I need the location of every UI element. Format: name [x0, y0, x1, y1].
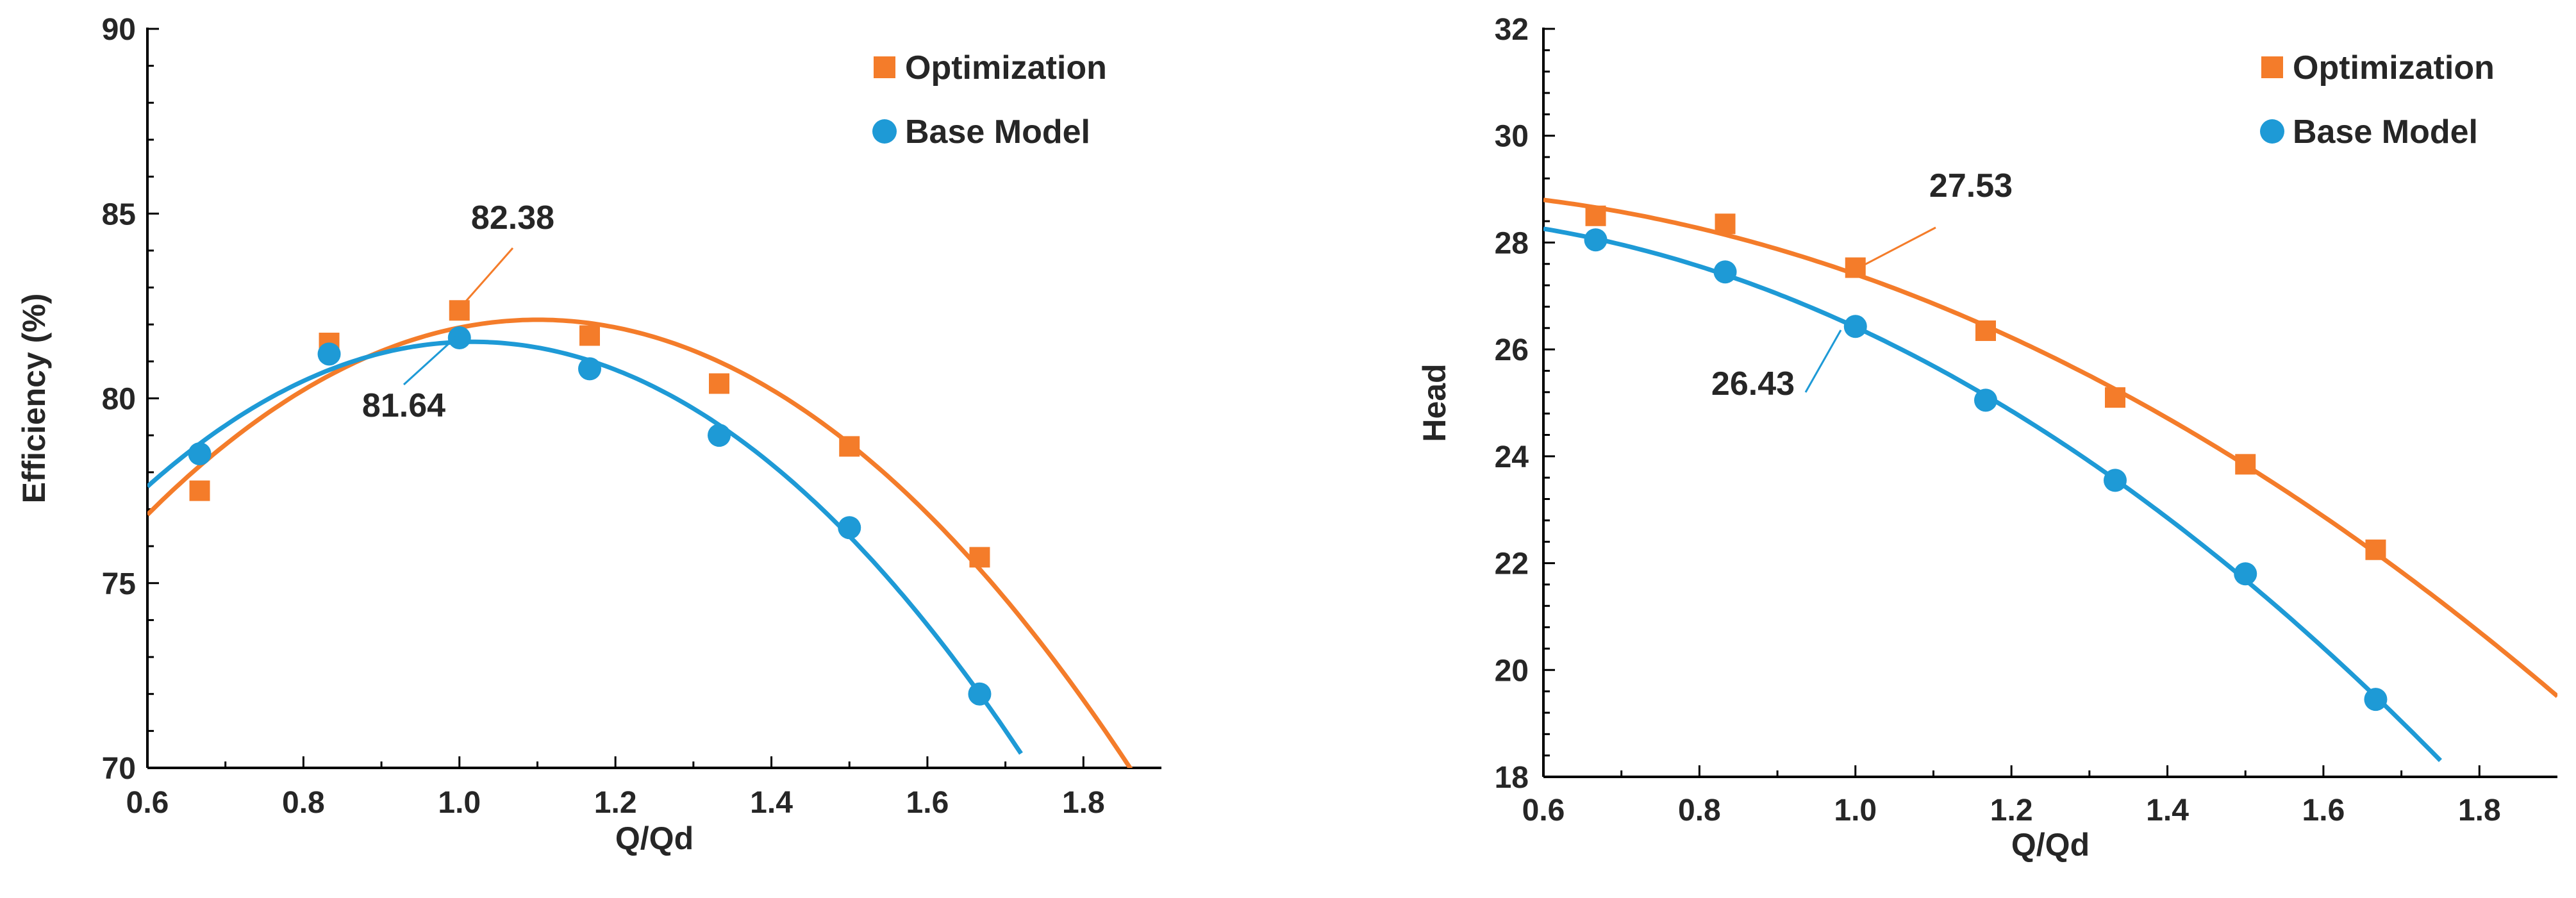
efficiency-base-model-point [708, 424, 731, 447]
efficiency-y-tick-label: 85 [102, 197, 136, 231]
head-base-model-point [2104, 469, 2127, 492]
head-base-model-point [1584, 228, 1608, 252]
head-x-tick-label: 0.6 [1522, 794, 1565, 827]
efficiency-base-model-point [968, 682, 992, 706]
head-y-tick-label: 28 [1495, 226, 1529, 260]
head-y-axis-label: Head [1417, 363, 1452, 442]
head-base-model-point [2234, 562, 2257, 586]
efficiency-y-tick-label: 80 [102, 383, 136, 417]
head-annotation-leader [1804, 329, 1842, 393]
efficiency-x-tick-label: 1.0 [438, 786, 481, 820]
efficiency-base-model-point [447, 326, 471, 349]
head-y-tick-label: 24 [1495, 440, 1529, 474]
efficiency-annotation-label: 81.64 [362, 387, 445, 424]
head-x-tick-label: 1.0 [1834, 794, 1877, 827]
efficiency-optimization-point [579, 325, 600, 346]
efficiency-annotation-label: 82.38 [471, 199, 554, 237]
efficiency-x-tick-label: 0.6 [126, 786, 169, 820]
head-x-axis-label: Q/Qd [2011, 827, 2090, 863]
efficiency-optimization-fit-line [147, 317, 1133, 768]
efficiency-optimization-point [709, 373, 730, 394]
head-chart: 18 20 22 24 26 28 30 32 0.6 0.8 1.0 1.2 1.4 1.6 1.8 Q/Q… [1417, 13, 2557, 863]
head-base-model-point [1843, 315, 1867, 338]
efficiency-y-tick-label: 90 [102, 13, 136, 47]
head-y-tick-label: 18 [1495, 761, 1529, 795]
efficiency-annotation-leader [459, 247, 514, 308]
head-base-model-fit-line [1543, 226, 2442, 762]
legend-optimization-label: Optimization [2293, 49, 2495, 87]
head-y-tick-label: 20 [1495, 654, 1529, 688]
efficiency-base-model-point [317, 342, 341, 366]
efficiency-y-tick-label: 75 [102, 567, 136, 601]
efficiency-optimization-point [839, 436, 860, 457]
efficiency-base-model-point [578, 357, 601, 381]
head-x-tick-label: 1.8 [2458, 794, 2501, 827]
head-optimization-fit-line [1543, 197, 2557, 698]
efficiency-optimization-point [189, 480, 210, 501]
efficiency-chart: 70 75 80 85 90 0.6 0.8 1.0 1.2 1.4 1.6 1.8 Q/Qd Effic… [16, 13, 1161, 856]
head-legend: Optimization Base Model [2260, 49, 2495, 151]
efficiency-optimization-point [449, 300, 470, 321]
head-x-tick-label: 1.6 [2302, 794, 2345, 827]
legend-optimization-marker [2261, 56, 2283, 78]
efficiency-x-tick-label: 1.2 [594, 786, 637, 820]
efficiency-optimization-point [969, 547, 990, 568]
head-y-tick-label: 22 [1495, 547, 1529, 581]
efficiency-x-tick-label: 1.6 [906, 786, 949, 820]
head-optimization-point [1585, 205, 1606, 226]
head-optimization-point [1715, 213, 1736, 235]
head-y-tick-label: 32 [1495, 13, 1529, 47]
head-y-tick-label: 26 [1495, 333, 1529, 367]
legend-optimization-label: Optimization [905, 49, 1107, 87]
head-base-model-point [2364, 688, 2388, 711]
head-base-model-point [1713, 260, 1737, 284]
head-optimization-point [2235, 454, 2256, 475]
head-x-tick-label: 1.2 [1990, 794, 2033, 827]
legend-base-model-label: Base Model [905, 113, 1090, 151]
efficiency-x-axis-label: Q/Qd [615, 820, 694, 856]
legend-base-model-label: Base Model [2293, 113, 2478, 151]
efficiency-y-axis-label: Efficiency (%) [16, 294, 52, 504]
head-optimization-point [2365, 539, 2386, 560]
head-annotation-label: 26.43 [1711, 365, 1795, 403]
head-optimization-point [1975, 320, 1996, 341]
head-optimization-point [1845, 257, 1866, 278]
efficiency-y-tick-label: 70 [102, 752, 136, 786]
head-x-tick-label: 0.8 [1678, 794, 1721, 827]
efficiency-base-model-point [838, 516, 861, 540]
head-y-tick-label: 30 [1495, 120, 1529, 154]
efficiency-x-tick-label: 1.4 [750, 786, 793, 820]
efficiency-annotation-leader [403, 332, 461, 386]
legend-optimization-marker [874, 56, 895, 78]
efficiency-x-tick-label: 0.8 [282, 786, 325, 820]
head-optimization-point [2105, 387, 2126, 408]
efficiency-legend: Optimization Base Model [872, 49, 1107, 151]
head-x-tick-label: 1.4 [2146, 794, 2189, 827]
head-base-model-point [1974, 388, 1997, 412]
legend-base-model-marker [872, 119, 897, 144]
head-annotation-leader [1861, 226, 1936, 267]
efficiency-x-tick-label: 1.8 [1062, 786, 1105, 820]
efficiency-base-model-point [188, 442, 212, 465]
legend-base-model-marker [2260, 119, 2284, 144]
head-annotation-label: 27.53 [1929, 167, 2013, 204]
